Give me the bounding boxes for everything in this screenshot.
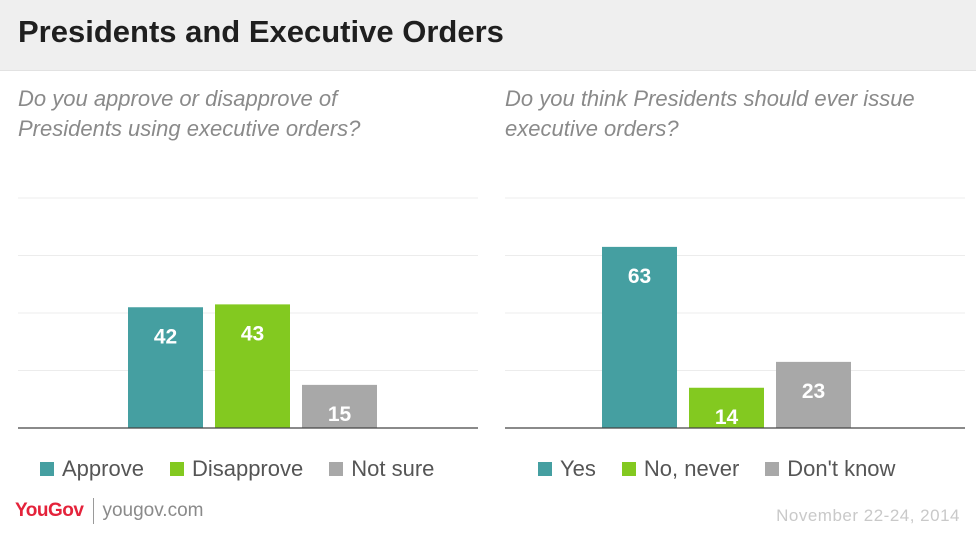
data-label-not-sure: 15: [328, 403, 352, 426]
legend-label-yes: Yes: [560, 456, 596, 481]
logo-divider: [93, 498, 95, 524]
legend-item-dont-know: Don't know: [765, 456, 895, 482]
question-2: Do you think Presidents should ever issu…: [505, 86, 915, 141]
legend-swatch-no-never: [621, 462, 636, 476]
legend-item-disapprove: Disapprove: [169, 456, 304, 482]
legend-label-approve: Approve: [62, 456, 144, 481]
legend-item-approve: Approve: [40, 456, 144, 482]
legend-1: Approve Disapprove Not sure: [40, 456, 460, 482]
legend-item-yes: Yes: [538, 456, 596, 482]
legend-swatch-approve: [40, 462, 54, 476]
page-title: Presidents and Executive Orders: [18, 14, 504, 49]
question-1: Do you approve or disapprove of Presiden…: [18, 86, 361, 141]
footer-brand: YouGov yougov.com: [15, 498, 203, 524]
legend-swatch-dont-know: [765, 462, 780, 476]
data-label-don-t-know: 23: [802, 380, 825, 403]
bar-don-t-know: [776, 361, 851, 428]
bar-disapprove: [215, 304, 290, 428]
survey-date: November 22-24, 2014: [776, 506, 960, 525]
bar-approve: [128, 307, 203, 428]
data-label-no-never: 14: [715, 406, 739, 429]
data-label-yes: 63: [628, 265, 651, 288]
bar-yes: [602, 246, 677, 428]
legend-item-no-never: No, never: [621, 456, 740, 482]
site-url-link[interactable]: yougov.com: [102, 500, 204, 521]
yougov-logo[interactable]: YouGov: [15, 500, 84, 521]
data-label-disapprove: 43: [241, 322, 264, 345]
legend-swatch-yes: [538, 462, 552, 476]
legend-swatch-not-sure: [329, 462, 344, 476]
legend-label-no-never: No, never: [643, 456, 740, 481]
bar-no-never: [689, 387, 764, 428]
title-bar: Presidents and Executive Orders: [0, 0, 976, 71]
bar-not-sure: [302, 384, 377, 428]
legend-label-not-sure: Not sure: [351, 456, 435, 481]
legend-2: Yes No, never Don't know: [538, 456, 921, 482]
legend-item-not-sure: Not sure: [329, 456, 434, 482]
legend-label-dont-know: Don't know: [787, 456, 896, 481]
legend-swatch-disapprove: [169, 462, 184, 476]
data-label-approve: 42: [154, 325, 177, 348]
legend-label-disapprove: Disapprove: [191, 456, 304, 481]
